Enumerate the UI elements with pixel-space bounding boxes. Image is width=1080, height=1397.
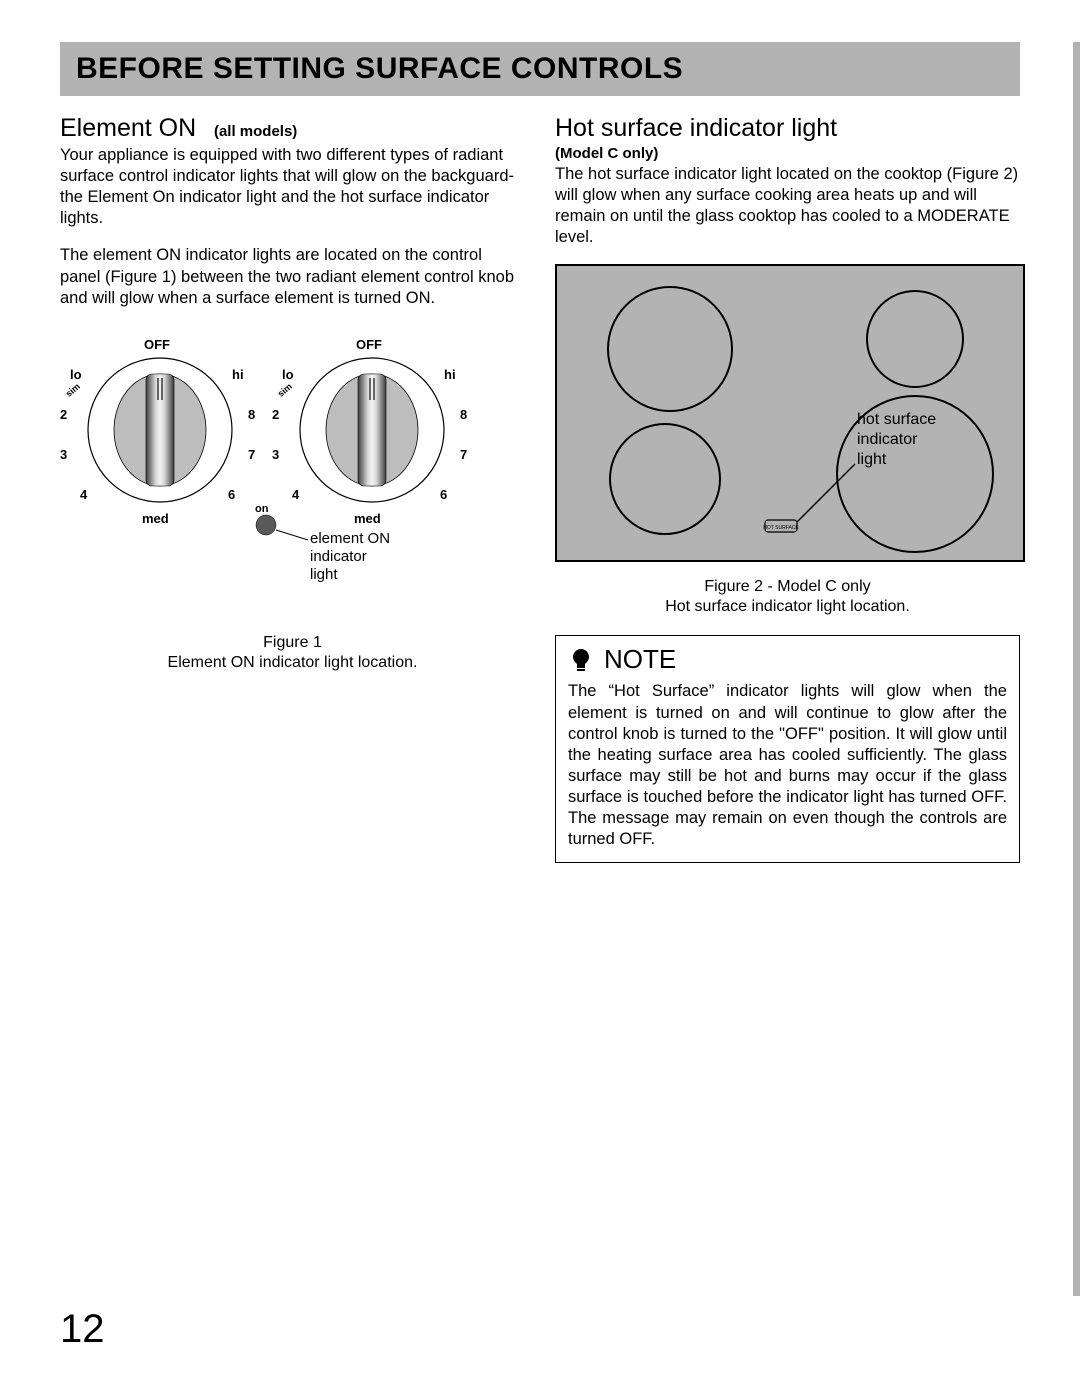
note-box: Note The “Hot Surface” indicator lights … [555,635,1020,863]
figure-2: HOT SURFACE hot surface indicator light [555,264,1020,569]
note-body: The “Hot Surface” indicator lights will … [568,681,1007,850]
knob2-7: 7 [460,447,467,462]
cooktop-diagram: HOT SURFACE hot surface indicator light [555,264,1025,564]
figure-2-caption: Figure 2 - Model C only Hot surface indi… [555,577,1020,617]
left-paragraph-1: Your appliance is equipped with two diff… [60,145,525,229]
fig2-caption-line2: Hot surface indicator light location. [665,598,910,615]
right-edge-bar [1073,42,1080,1296]
callout-line-3: light [310,566,390,584]
note-icon [568,647,594,673]
note-heading-text: Note [604,644,676,675]
knob2-2: 2 [272,407,279,422]
left-column: Element ON (all models) Your appliance i… [60,114,525,863]
knob1-7: 7 [248,447,255,462]
right-section-title: Hot surface indicator light [555,114,1020,143]
fig1-caption-line2: Element ON indicator light location. [168,654,418,671]
knob1-3: 3 [60,447,67,462]
knob1-med: med [142,511,169,526]
left-title-row: Element ON (all models) [60,114,525,143]
left-paragraph-2: The element ON indicator lights are loca… [60,245,525,308]
cooktop-label-1: hot surface [857,411,936,428]
knob2-6: 6 [440,487,447,502]
two-column-layout: Element ON (all models) Your appliance i… [60,114,1020,863]
knob1-hi: hi [232,367,244,382]
knob1-4: 4 [80,487,87,502]
element-on-callout: element ON indicator light [310,530,390,584]
knob2-3: 3 [272,447,279,462]
knob2-8: 8 [460,407,467,422]
knob2-lo: lo [282,367,294,382]
cooktop-label-2: indicator [857,431,918,448]
indicator-on-label: on [255,503,268,515]
fig2-caption-line1: Figure 2 - Model C only [704,578,870,595]
figure-1-caption: Figure 1 Element ON indicator light loca… [60,633,525,673]
section-header-bar: BEFORE SETTING SURFACE CONTROLS [60,42,1020,96]
page-number: 12 [60,1307,105,1352]
left-section-title: Element ON [60,114,196,142]
note-heading-row: Note [568,644,1007,675]
knob1-6: 6 [228,487,235,502]
knob2-med: med [354,511,381,526]
knob2-hi: hi [444,367,456,382]
right-paragraph-1: The hot surface indicator light located … [555,164,1020,248]
knob1-8: 8 [248,407,255,422]
figure-1: OFF lo hi sim 2 3 4 6 7 8 med OFF lo hi … [60,325,480,625]
svg-text:HOT SURFACE: HOT SURFACE [763,525,799,531]
knob1-off: OFF [144,337,170,352]
left-section-subtitle: (all models) [214,123,297,140]
knob1-lo: lo [70,367,82,382]
cooktop-label-3: light [857,451,887,468]
knob2-off: OFF [356,337,382,352]
section-header-title: BEFORE SETTING SURFACE CONTROLS [76,52,1004,86]
knobs-diagram [60,325,480,615]
fig1-caption-line1: Figure 1 [263,634,322,651]
callout-line-2: indicator [310,548,390,566]
right-section-subtitle: (Model C only) [555,145,1020,162]
knob2-4: 4 [292,487,299,502]
knob1-2: 2 [60,407,67,422]
page-content: BEFORE SETTING SURFACE CONTROLS Element … [0,0,1080,863]
callout-line-1: element ON [310,530,390,548]
right-column: Hot surface indicator light (Model C onl… [555,114,1020,863]
